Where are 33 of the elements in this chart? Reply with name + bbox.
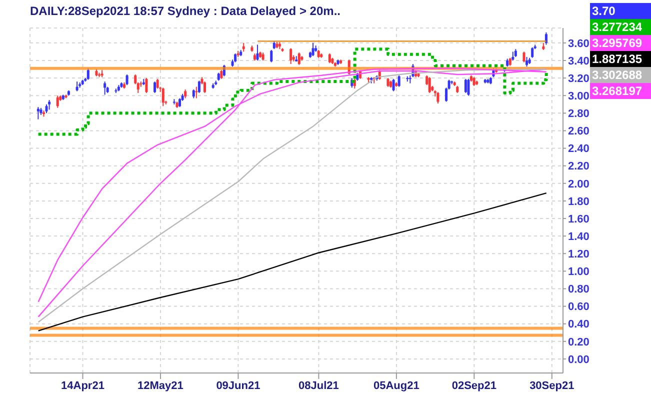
chart-title: DAILY:28Sep2021 18:57 Sydney : Data Delayed > 20m.. [30, 4, 340, 18]
text: 3.277234 [592, 20, 642, 34]
y-tick-label: 3.00 [568, 90, 590, 102]
text: 3.295769 [592, 36, 642, 50]
x-tick-label: 12May21 [138, 380, 184, 392]
x-tick-label: 02Sep21 [452, 380, 496, 392]
y-tick-label: 1.00 [568, 266, 590, 278]
y-tick-label: 2.80 [568, 108, 590, 120]
y-tick-label: 0.20 [568, 336, 590, 348]
x-tick-label: 08Jul21 [298, 380, 339, 392]
y-tick-label: 1.20 [568, 248, 590, 261]
text: 3.70 [592, 4, 616, 18]
y-tick-label: 1.60 [568, 213, 590, 226]
y-tick-label: 0.80 [568, 284, 590, 296]
y-tick-label: 2.20 [568, 160, 590, 173]
text: 3.268197 [592, 84, 642, 98]
y-tick-label: 0.00 [568, 354, 590, 366]
text: 1.887135 [592, 52, 642, 66]
x-tick-label: 14Apr21 [61, 380, 104, 392]
y-tick-label: 1.80 [568, 196, 590, 208]
y-tick-label: 2.00 [568, 178, 590, 190]
y-tick-label: 0.40 [568, 318, 590, 331]
x-tick-label: 30Sep21 [530, 380, 574, 392]
y-tick-label: 2.40 [568, 143, 590, 156]
y-tick-label: 1.40 [568, 230, 590, 243]
x-tick-label: 05Aug21 [374, 380, 420, 392]
y-tick-label: 3.40 [568, 55, 590, 68]
y-tick-label: 3.20 [568, 72, 590, 85]
x-tick-label: 09Jun21 [216, 380, 260, 392]
y-tick-label: 2.60 [568, 126, 590, 138]
y-tick-label: 0.60 [568, 301, 590, 314]
y-tick-label: 3.60 [568, 38, 590, 50]
text: 3.302688 [592, 68, 642, 82]
